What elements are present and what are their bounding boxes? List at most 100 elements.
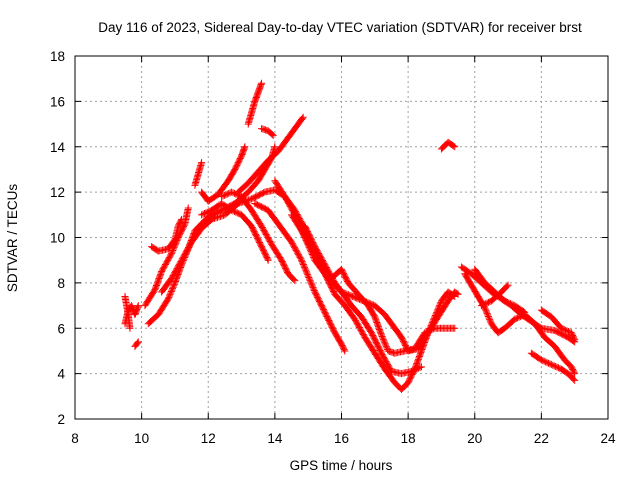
data-point [291, 277, 299, 285]
data-point [436, 300, 444, 308]
data-point [258, 79, 266, 87]
data-point [485, 298, 493, 306]
data-point [436, 301, 444, 309]
data-point [241, 143, 249, 151]
data-point [269, 131, 277, 139]
data-point [300, 262, 308, 270]
data-point [426, 326, 434, 334]
x-tick-label: 8 [71, 431, 79, 446]
data-point [560, 326, 568, 334]
data-point [477, 302, 485, 310]
x-tick-label: 16 [334, 431, 349, 446]
y-tick-label: 18 [50, 49, 65, 64]
series-track-w [477, 281, 512, 310]
data-point [451, 324, 459, 332]
data-point [167, 288, 175, 296]
data-point [169, 246, 177, 254]
data-point [515, 313, 523, 321]
x-tick-label: 18 [401, 431, 416, 446]
x-tick-label: 14 [267, 431, 283, 446]
data-point [297, 255, 305, 263]
y-tick-label: 12 [50, 185, 65, 200]
data-point [571, 370, 579, 378]
data-point [412, 365, 420, 373]
data-point [451, 143, 459, 151]
data-point [199, 210, 207, 218]
data-point [382, 343, 390, 351]
data-point [381, 340, 389, 348]
series-track-c [131, 338, 142, 350]
data-point [168, 249, 176, 257]
x-axis-label: GPS time / hours [290, 458, 393, 473]
data-point [570, 375, 578, 383]
data-point [299, 261, 307, 269]
series-track-l [244, 79, 266, 128]
data-point [454, 290, 462, 298]
data-point [214, 213, 222, 221]
data-point [416, 363, 424, 371]
data-point [308, 282, 316, 290]
x-tick-label: 10 [134, 431, 149, 446]
data-point [202, 209, 210, 217]
data-point [537, 356, 545, 364]
data-point [421, 329, 429, 337]
data-point [230, 208, 238, 216]
data-point [236, 199, 244, 207]
data-point [422, 328, 430, 336]
data-point [413, 365, 421, 373]
data-point [198, 159, 206, 167]
grid [75, 56, 608, 419]
data-point [309, 284, 317, 292]
y-tick-label: 4 [57, 367, 65, 382]
data-point [167, 289, 175, 297]
data-point [264, 256, 272, 264]
data-point [303, 269, 311, 277]
data-point [502, 298, 510, 306]
data-point [516, 313, 524, 321]
series-track-i [198, 143, 249, 205]
data-point [133, 339, 141, 347]
data-point [215, 213, 223, 221]
data-point [505, 299, 513, 307]
data-point [229, 207, 237, 215]
data-point [377, 331, 385, 339]
data-point [480, 300, 488, 308]
data-point [555, 364, 563, 372]
data-point [219, 192, 227, 200]
data-point [417, 363, 425, 371]
data-point [301, 265, 309, 273]
data-point [519, 308, 527, 316]
data-point [486, 317, 494, 325]
data-point [230, 189, 238, 197]
data-point [229, 189, 237, 197]
series-track-s [437, 138, 459, 153]
data-point [228, 206, 236, 214]
data-point [164, 295, 172, 303]
data-point [126, 324, 134, 332]
series-track-x [527, 349, 579, 384]
series-track-d [141, 204, 192, 310]
data-point [306, 276, 314, 284]
data-point [511, 315, 519, 323]
data-point [514, 314, 522, 322]
data-point [409, 367, 417, 375]
data-point [209, 215, 217, 223]
data-point [134, 338, 142, 346]
x-tick-label: 24 [600, 431, 616, 446]
data-point [483, 308, 491, 316]
data-point [377, 330, 385, 338]
data-point [170, 280, 178, 288]
data-point [304, 272, 312, 280]
data-point [407, 367, 415, 375]
data-point [203, 208, 211, 216]
data-point [305, 275, 313, 283]
y-tick-label: 14 [50, 140, 66, 155]
data-point [218, 212, 226, 220]
data-point [542, 358, 550, 366]
series-track-m [258, 125, 277, 139]
data-point [299, 113, 307, 121]
data-point [410, 366, 418, 374]
series-track-k [218, 188, 299, 285]
data-point [428, 326, 436, 334]
